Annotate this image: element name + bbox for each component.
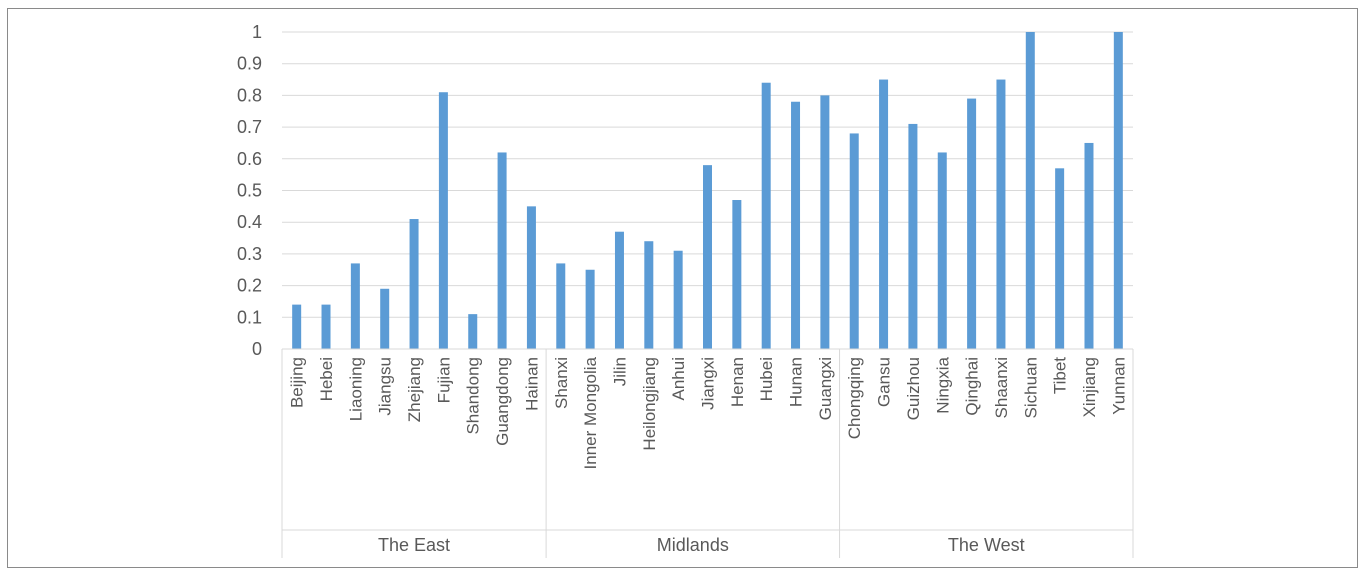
bar xyxy=(849,133,859,349)
x-tick-label: Tibet xyxy=(1051,357,1070,394)
y-tick-label: 0.5 xyxy=(237,181,262,201)
bar xyxy=(1025,32,1035,349)
bar xyxy=(526,206,536,349)
bar xyxy=(556,263,566,349)
x-tick-label: Zhejiang xyxy=(405,357,424,422)
x-tick-label: Hebei xyxy=(317,357,336,401)
y-tick-label: 0.3 xyxy=(237,244,262,264)
y-tick-label: 0.6 xyxy=(237,149,262,169)
x-tick-label: Guangdong xyxy=(493,357,512,446)
bar xyxy=(1113,32,1123,349)
bar xyxy=(614,231,624,349)
y-tick-label: 0.1 xyxy=(237,307,262,327)
bar xyxy=(292,304,302,349)
x-tick-label: Hubei xyxy=(757,357,776,401)
x-tick-label: Shanxi xyxy=(552,357,571,409)
group-label: Midlands xyxy=(657,535,729,555)
bar xyxy=(732,200,742,349)
bar xyxy=(703,165,712,349)
x-tick-label: Jiangxi xyxy=(699,357,718,410)
bar xyxy=(908,123,918,350)
y-tick-label: 0.9 xyxy=(237,54,262,74)
y-tick-label: 0.2 xyxy=(237,276,262,296)
x-tick-label: Guizhou xyxy=(904,357,923,420)
x-tick-label: Henan xyxy=(728,357,747,407)
y-tick-label: 0.8 xyxy=(237,85,262,105)
bar xyxy=(673,250,683,349)
bar xyxy=(761,82,771,349)
bar xyxy=(497,152,507,349)
x-tick-label: Xinjiang xyxy=(1080,357,1099,418)
x-tick-label: Ningxia xyxy=(933,356,952,413)
x-tick-label: Jilin xyxy=(610,357,629,386)
x-tick-label: Qinghai xyxy=(963,357,982,416)
bar xyxy=(879,79,889,350)
x-tick-label: Sichuan xyxy=(1021,357,1040,418)
x-tick-label: Shandong xyxy=(464,357,483,435)
x-tick-label: Shaanxi xyxy=(992,357,1011,418)
bar xyxy=(1055,168,1065,349)
x-tick-label: Chongqing xyxy=(845,357,864,439)
bar xyxy=(438,92,448,349)
x-tick-label: Liaoning xyxy=(346,357,365,421)
y-tick-label: 0.4 xyxy=(237,212,262,232)
bar xyxy=(820,95,830,350)
bar xyxy=(996,79,1006,350)
bar xyxy=(937,152,947,349)
x-tick-label: Anhui xyxy=(669,357,688,400)
x-tick-label: Beijing xyxy=(288,357,307,408)
x-tick-label: Inner Mongolia xyxy=(581,356,600,469)
bar xyxy=(409,219,419,349)
x-tick-label: Hainan xyxy=(522,357,541,411)
x-tick-label: Gansu xyxy=(875,357,894,407)
x-tick-label: Heilongjiang xyxy=(640,357,659,451)
bar xyxy=(585,269,595,349)
bar xyxy=(321,304,331,349)
y-tick-label: 0 xyxy=(252,339,262,359)
bar xyxy=(967,98,977,349)
bar xyxy=(350,263,360,349)
bar xyxy=(791,101,801,350)
bar xyxy=(644,241,654,349)
x-tick-label: Hunan xyxy=(787,357,806,407)
bar xyxy=(468,314,478,349)
x-tick-label: Guangxi xyxy=(816,357,835,420)
y-tick-label: 1 xyxy=(252,22,262,42)
group-label: The West xyxy=(948,535,1025,555)
x-tick-label: Yunnan xyxy=(1109,357,1128,415)
group-label: The East xyxy=(378,535,450,555)
x-tick-label: Jiangsu xyxy=(376,357,395,416)
bar xyxy=(380,288,390,349)
bar xyxy=(1084,142,1094,349)
y-tick-label: 0.7 xyxy=(237,117,262,137)
x-tick-label: Fujian xyxy=(434,357,453,403)
